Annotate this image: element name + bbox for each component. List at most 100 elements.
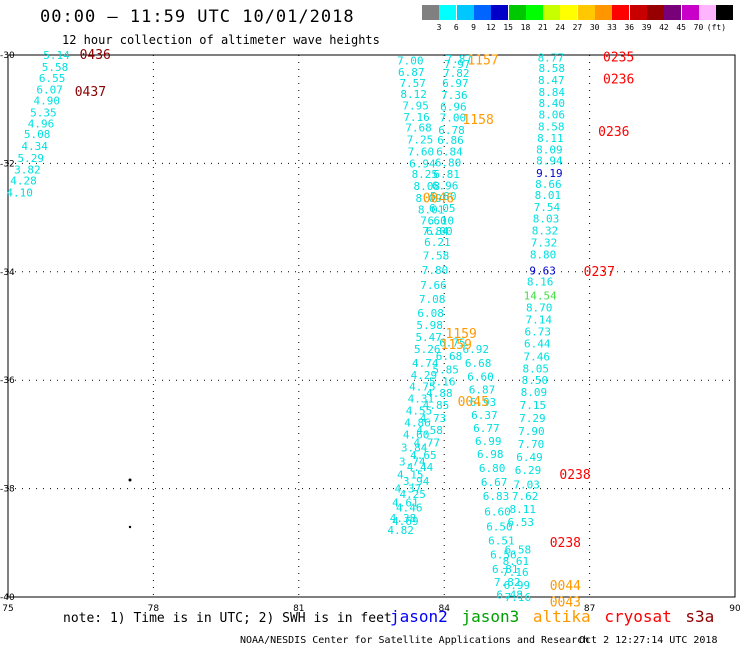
colorbar-tick-label: 39	[641, 23, 652, 32]
data-label-s3a: 7.87	[445, 53, 472, 66]
data-label-s3a: 7.90	[518, 425, 545, 438]
data-label-altika: 1159	[446, 327, 477, 342]
y-tick-label: -36	[0, 376, 15, 386]
data-label-s3a: 7.00	[440, 111, 467, 124]
data-label-s3a: 6.00	[426, 225, 453, 238]
colorbar-tick-label: 24	[555, 23, 565, 32]
data-label-s3a: 8.25	[412, 168, 439, 181]
data-label-s3a: 7.25	[407, 134, 434, 147]
data-label-s3a: 7.14	[525, 313, 552, 326]
y-tick-label: -38	[0, 485, 15, 495]
colorbar-swatch	[439, 5, 457, 20]
data-label-s3a: 4.61	[392, 497, 419, 510]
data-label-s3a: 4.85	[423, 399, 450, 412]
data-label-altika: 0043	[550, 595, 581, 610]
data-label-s3a: 7.46	[524, 350, 551, 363]
data-label-s3a: 8.94	[536, 155, 563, 168]
data-label-s3a: 0437	[75, 85, 106, 100]
data-label-s3a: 6.68	[436, 350, 463, 363]
data-label-s3a: 3.74	[399, 456, 426, 469]
data-label-s3a: 6.44	[524, 337, 551, 350]
data-label-s3a: 8.47	[538, 74, 565, 87]
data-label-s3a: 8.09	[536, 143, 563, 156]
data-label-s3a: 4.60	[403, 428, 430, 441]
data-label-s3a: 6.99	[504, 579, 531, 592]
data-label-s3a: 4.65	[410, 449, 437, 462]
data-label-s3a: 6.51	[488, 535, 515, 548]
data-label-s3a: 5.98	[416, 319, 443, 332]
data-label-s3a: 4.28	[10, 175, 37, 188]
colorbar-tick-label: 36	[624, 23, 635, 32]
data-label-s3a: 8.61	[503, 555, 530, 568]
data-label-s3a: 8.01	[535, 189, 562, 202]
colorbar-tick-label: 18	[520, 23, 531, 32]
data-label-s3a: 6.73	[524, 325, 551, 338]
data-label-s3a: 4.10	[6, 187, 33, 200]
data-label-s3a: 4.82	[387, 524, 414, 537]
colorbar-tick-label: 42	[659, 23, 669, 32]
data-label-s3a: 8.12	[400, 88, 427, 101]
data-label-s3a: 6.37	[471, 409, 498, 422]
data-label-s3a: 8.05	[523, 362, 550, 375]
colorbar-tick-label: 21	[537, 23, 548, 32]
footer-timestamp: Oct 2 12:27:14 UTC 2018	[579, 635, 718, 646]
satellite-legend: jason2 jason3 altika cryosat s3a	[390, 607, 718, 626]
data-label-cryosat: 0238	[550, 536, 581, 551]
colorbar-swatch	[422, 5, 439, 20]
colorbar-swatch	[473, 5, 491, 20]
data-label-s3a: 8.58	[539, 62, 566, 75]
data-label-s3a: 4.73	[420, 412, 447, 425]
data-label-s3a: 7.36	[441, 89, 468, 102]
data-label-s3a: 6.49	[516, 451, 543, 464]
data-label-s3a: 4.29	[411, 369, 438, 382]
data-label-s3a: 8.58	[538, 121, 565, 134]
chart-subtitle: 12 hour collection of altimeter wave hei…	[62, 33, 380, 47]
colorbar-swatch	[716, 5, 734, 20]
data-label-s3a: 6.84	[436, 145, 463, 158]
data-label-s3a: 8.11	[509, 503, 536, 516]
data-label-s3a: 7.66	[420, 279, 447, 292]
data-label-s3a: 7.60	[420, 214, 447, 227]
data-label-s3a: 8.03	[533, 213, 560, 226]
legend-jason3: jason3	[461, 607, 520, 626]
data-label-altika: 0045	[458, 395, 489, 410]
data-label-s3a: 7.82	[443, 67, 470, 80]
data-label-altika: 0046	[423, 192, 454, 207]
data-label-s3a: 8.09	[521, 386, 548, 399]
data-label-s3a: 6.83	[483, 490, 510, 503]
data-label-s3a: 8.50	[522, 374, 549, 387]
colorbar-swatch	[491, 5, 509, 20]
y-tick-label: -34	[0, 268, 15, 278]
colorbar-swatch	[681, 5, 699, 20]
data-label-jason2: 9.63	[529, 265, 556, 278]
data-label-s3a: 6.75	[439, 336, 466, 349]
colorbar-swatch	[560, 5, 578, 20]
x-tick-label: 84	[438, 604, 450, 614]
data-label-s3a: 6.86	[437, 134, 464, 147]
legend-cryosat: cryosat	[604, 607, 672, 626]
data-label-s3a: 6.96	[432, 180, 459, 193]
data-label-s3a: 6.80	[435, 156, 462, 169]
data-label-s3a: 7.00	[397, 54, 424, 67]
colorbar-swatch	[629, 5, 647, 20]
colorbar-tick-label: 70	[693, 23, 704, 32]
data-label-s3a: 4.55	[406, 405, 433, 418]
data-label-s3a: 4.88	[426, 387, 453, 400]
data-label-s3a: 7.15	[520, 399, 547, 412]
data-label-s3a: 3.82	[14, 163, 41, 176]
data-label-s3a: 7.16	[505, 591, 532, 604]
data-label-s3a: 7.80	[422, 264, 449, 277]
chart-note: note: 1) Time is in UTC; 2) SWH is in fe…	[63, 611, 392, 626]
legend-jason2: jason2	[390, 607, 448, 626]
colorbar-swatch	[456, 5, 474, 20]
data-label-s3a: 6.21	[424, 236, 451, 249]
data-label-s3a: 8.66	[535, 178, 562, 191]
data-label-jason3: 14.54	[524, 290, 557, 303]
data-label-s3a: 6.78	[438, 124, 465, 137]
data-label-s3a: 5.85	[432, 363, 459, 376]
land-dot	[128, 478, 132, 482]
data-label-s3a: 6.87	[398, 66, 425, 79]
data-label-s3a: 4.38	[390, 512, 417, 525]
x-tick-label: 81	[293, 604, 304, 614]
